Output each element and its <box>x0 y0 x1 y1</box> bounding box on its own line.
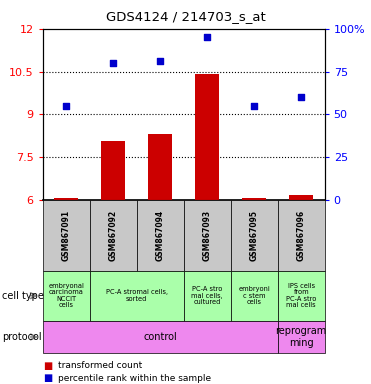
Point <box>251 103 257 109</box>
Bar <box>101 141 125 200</box>
Bar <box>55 198 78 200</box>
Text: control: control <box>143 332 177 342</box>
Text: protocol: protocol <box>2 332 42 342</box>
Point <box>204 34 210 40</box>
Text: IPS cells
from
PC-A stro
mal cells: IPS cells from PC-A stro mal cells <box>286 283 316 308</box>
Text: GSM867095: GSM867095 <box>250 210 259 261</box>
Text: GSM867096: GSM867096 <box>297 210 306 261</box>
Text: transformed count: transformed count <box>58 361 142 371</box>
Text: GSM867094: GSM867094 <box>156 210 165 261</box>
Text: embryoni
c stem
cells: embryoni c stem cells <box>238 286 270 305</box>
Text: GDS4124 / 214703_s_at: GDS4124 / 214703_s_at <box>106 10 265 23</box>
Point <box>63 103 69 109</box>
Text: GSM867091: GSM867091 <box>62 210 70 261</box>
Text: GSM867092: GSM867092 <box>109 210 118 261</box>
Text: ■: ■ <box>43 373 52 383</box>
Bar <box>196 74 219 200</box>
Text: PC-A stro
mal cells,
cultured: PC-A stro mal cells, cultured <box>191 286 223 305</box>
Point <box>298 94 304 100</box>
Bar <box>148 134 172 200</box>
Text: cell type: cell type <box>2 291 44 301</box>
Point <box>157 58 163 65</box>
Text: PC-A stromal cells,
sorted: PC-A stromal cells, sorted <box>106 290 168 302</box>
Text: ■: ■ <box>43 361 52 371</box>
Point <box>110 60 116 66</box>
Text: percentile rank within the sample: percentile rank within the sample <box>58 374 211 383</box>
Text: embryonal
carcinoma
NCCIT
cells: embryonal carcinoma NCCIT cells <box>48 283 84 308</box>
Bar <box>289 195 313 200</box>
Text: GSM867093: GSM867093 <box>203 210 211 261</box>
Bar <box>242 198 266 200</box>
Text: reprogram
ming: reprogram ming <box>276 326 327 348</box>
